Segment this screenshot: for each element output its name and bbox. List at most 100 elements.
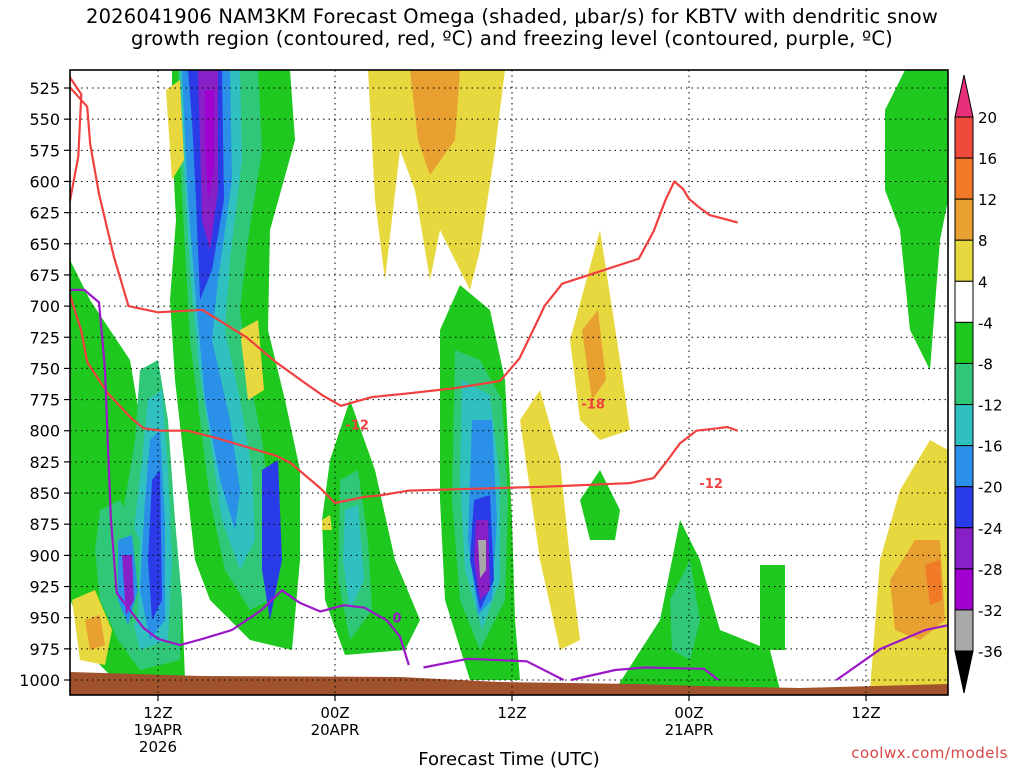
- title-line-1: 2026041906 NAM3KM Forecast Omega (shaded…: [85, 5, 939, 28]
- x-tick-label: 00Z: [674, 704, 703, 722]
- freezing-level-line: [423, 657, 565, 681]
- title-line-2: growth region (contoured, red, ºC) and f…: [131, 27, 893, 50]
- y-tick-label: 750: [29, 359, 60, 378]
- colorbar-label: -20: [978, 479, 1003, 497]
- omega-region: [262, 460, 282, 620]
- omega-region: [343, 505, 364, 610]
- plot-frame: [69, 69, 949, 696]
- x-tick-label: 2026: [139, 738, 177, 756]
- colorbar-label: -12: [978, 397, 1003, 415]
- contour-lines: [70, 76, 948, 682]
- freezing-level-line: [835, 624, 948, 681]
- colorbar-segment: [954, 445, 974, 488]
- colorbar-segment: [954, 609, 974, 652]
- colorbar-label: -32: [978, 602, 1003, 620]
- omega-region: [582, 310, 606, 400]
- chart-title: 2026041906 NAM3KM Forecast Omega (shaded…: [0, 6, 1024, 50]
- credit-text[interactable]: coolwx.com/models: [851, 744, 1008, 762]
- y-tick-label: 775: [29, 391, 60, 410]
- omega-shading: [70, 70, 948, 690]
- x-tick-label: 12Z: [143, 704, 172, 722]
- y-tick-label: 875: [29, 515, 60, 534]
- colorbar-segment: [954, 486, 974, 529]
- y-tick-label: 725: [29, 328, 60, 347]
- colorbar-label: -28: [978, 561, 1003, 579]
- colorbar-segment: [954, 568, 974, 611]
- y-tick-label: 600: [29, 172, 60, 191]
- omega-region: [520, 390, 580, 650]
- colorbar-label: -4: [978, 314, 993, 332]
- x-tick-label: 19APR: [134, 721, 183, 739]
- y-tick-label: 1000: [19, 671, 60, 690]
- y-axis: 525 550 575 600 625 650 675 700 725 750 775 800 825 8…: [19, 79, 70, 690]
- colorbar-segment: [954, 157, 974, 200]
- colorbar-label: 20: [978, 109, 997, 127]
- omega-region: [205, 90, 214, 200]
- x-tick-label: 21APR: [665, 721, 714, 739]
- colorbar-segment: [954, 527, 974, 570]
- omega-region: [240, 320, 264, 400]
- isotherm-minus18-line: [70, 85, 738, 407]
- colorbar-label: -24: [978, 520, 1003, 538]
- omega-region: [322, 515, 332, 530]
- colorbar-top-arrow: [954, 74, 974, 118]
- gridlines: [70, 70, 948, 695]
- x-tick-label: 20APR: [311, 721, 360, 739]
- colorbar-label: -36: [978, 643, 1003, 661]
- contour-label: -12: [345, 419, 369, 434]
- colorbar-legend: 20 16 12 8 4 -4 -8 -12 -16 -20 -24 -28 -32 -36: [954, 74, 1003, 694]
- contour-labels: -12 -18 -12 0: [345, 397, 723, 626]
- omega-region: [760, 565, 785, 650]
- colorbar-label: 16: [978, 150, 997, 168]
- y-tick-label: 700: [29, 297, 60, 316]
- freezing-level-line: [570, 666, 720, 682]
- colorbar-bottom-arrow: [954, 650, 974, 694]
- ground-terrain: [70, 672, 948, 695]
- y-tick-label: 550: [29, 110, 60, 129]
- y-tick-label: 525: [29, 79, 60, 98]
- y-tick-label: 975: [29, 640, 60, 659]
- omega-region: [580, 470, 620, 540]
- colorbar-segment: [954, 198, 974, 241]
- colorbar-segment: [954, 280, 974, 323]
- y-tick-label: 675: [29, 266, 60, 285]
- colorbar-label: 8: [978, 232, 988, 250]
- freezing-level-line: [70, 288, 410, 666]
- colorbar-label: -8: [978, 355, 993, 373]
- y-tick-label: 950: [29, 609, 60, 628]
- omega-region: [322, 400, 420, 655]
- x-tick-label: 12Z: [851, 704, 880, 722]
- x-axis-label: Forecast Time (UTC): [418, 749, 599, 768]
- omega-region: [166, 80, 184, 180]
- omega-region: [368, 70, 505, 290]
- y-tick-label: 575: [29, 141, 60, 160]
- omega-region: [85, 615, 105, 650]
- colorbar-label: 12: [978, 191, 997, 209]
- y-tick-label: 925: [29, 578, 60, 597]
- omega-region: [478, 540, 486, 578]
- y-tick-label: 650: [29, 235, 60, 254]
- omega-region: [122, 555, 134, 615]
- omega-region: [885, 70, 948, 370]
- contour-label: 0: [392, 612, 401, 627]
- x-tick-label: 12Z: [497, 704, 526, 722]
- colorbar-segment: [954, 239, 974, 282]
- colorbar-label: 4: [978, 273, 988, 291]
- colorbar-segment: [954, 321, 974, 364]
- omega-region: [670, 560, 700, 660]
- y-tick-label: 625: [29, 204, 60, 223]
- isotherm-minus12-line: [70, 76, 739, 505]
- colorbar-label: -16: [978, 438, 1003, 456]
- y-tick-label: 800: [29, 422, 60, 441]
- contour-label: -18: [581, 397, 605, 412]
- y-tick-label: 825: [29, 453, 60, 472]
- omega-region: [410, 70, 460, 175]
- omega-region: [925, 560, 942, 605]
- colorbar-segment: [954, 362, 974, 406]
- colorbar-segment: [954, 116, 974, 159]
- colorbar-segment: [954, 404, 974, 447]
- x-tick-label: 00Z: [320, 704, 349, 722]
- y-tick-label: 850: [29, 484, 60, 503]
